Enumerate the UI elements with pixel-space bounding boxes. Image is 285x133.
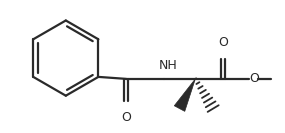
- Text: O: O: [249, 72, 259, 85]
- Text: O: O: [121, 111, 131, 124]
- Text: O: O: [218, 36, 228, 49]
- Polygon shape: [174, 79, 195, 111]
- Text: NH: NH: [158, 59, 177, 72]
